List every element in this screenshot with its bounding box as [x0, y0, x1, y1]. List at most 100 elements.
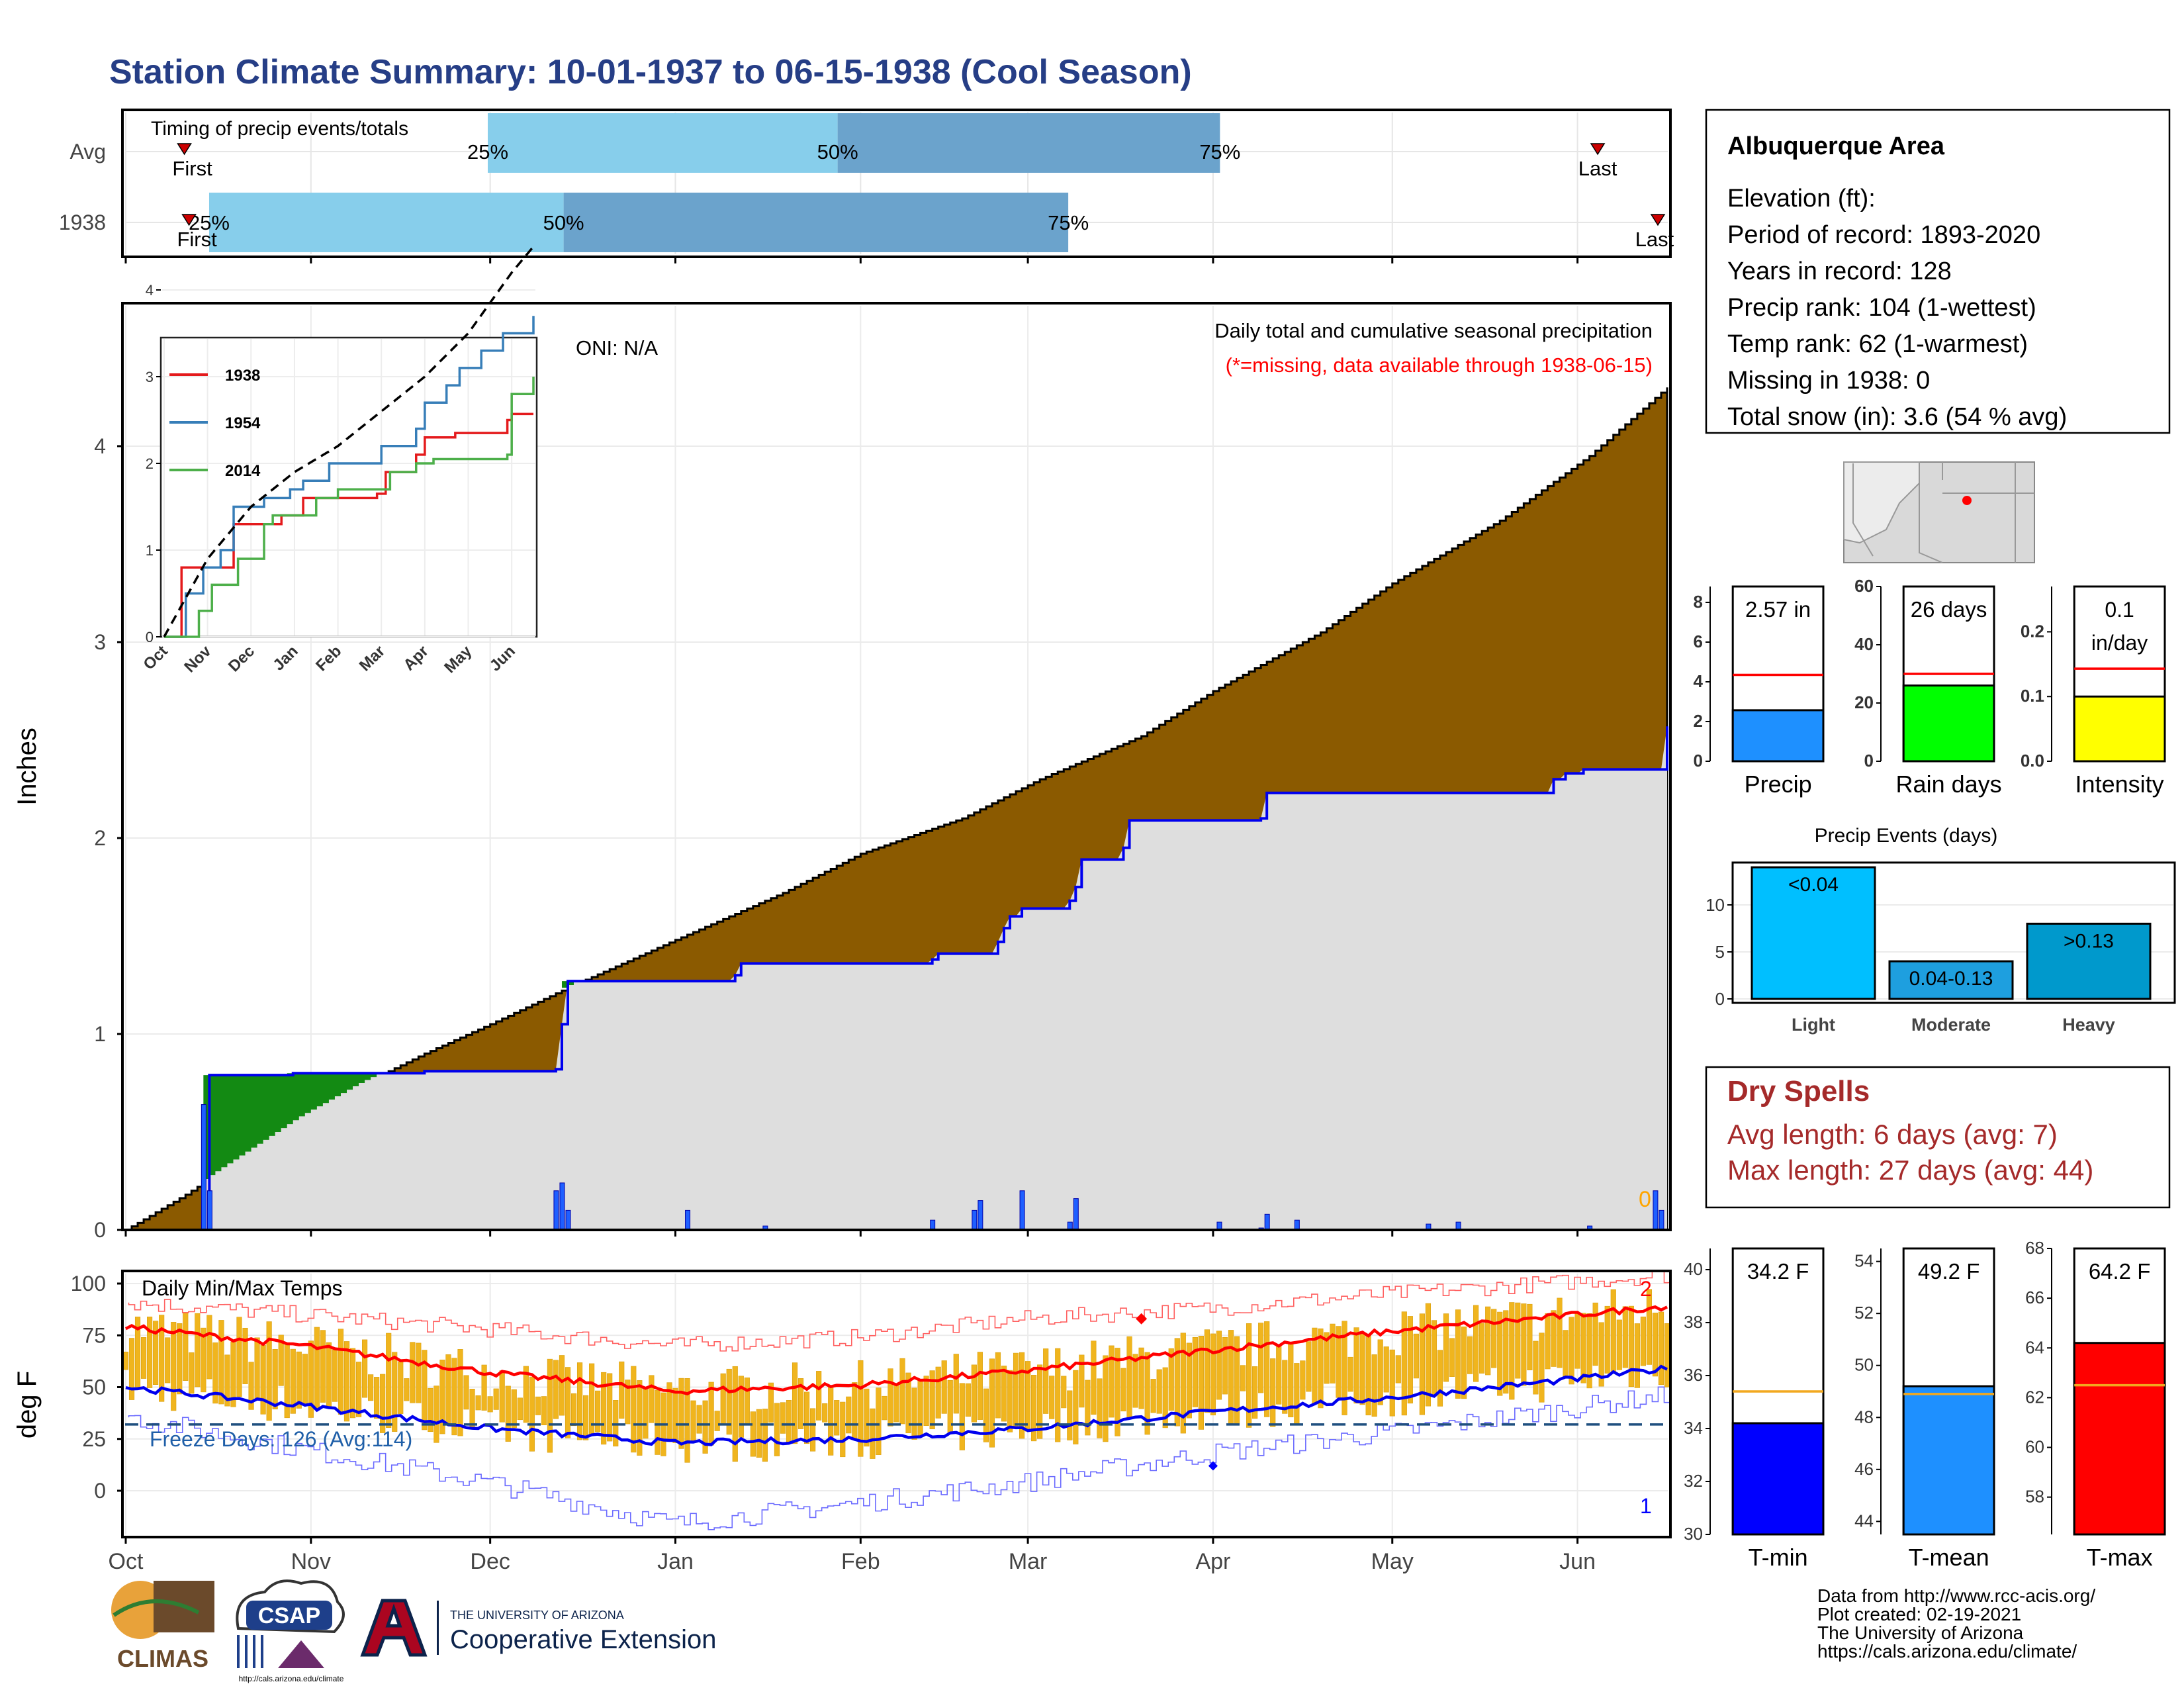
daily-temp-range-bar: [613, 1400, 619, 1447]
precip-y-tick-label: 1: [94, 1022, 106, 1046]
first-event-marker-icon: [181, 214, 197, 226]
daily-temp-range-bar: [523, 1366, 529, 1423]
events-category-label: Moderate: [1911, 1015, 1991, 1035]
csap-logo-text: CSAP: [258, 1603, 320, 1628]
mini-chart-y-tick-label: 48: [1854, 1407, 1874, 1427]
daily-temp-range-bar: [786, 1399, 792, 1443]
daily-temp-range-bar: [326, 1342, 332, 1409]
daily-temp-range-bar: [553, 1360, 559, 1419]
daily-temp-range-bar: [1563, 1330, 1569, 1378]
daily-temp-range-bar: [1276, 1344, 1282, 1405]
daily-temp-range-bar: [183, 1312, 189, 1381]
daily-temp-range-bar: [404, 1378, 410, 1401]
mini-chart-intensity: 0.0 0.1 0.2 0.1 in/day Intensity: [2021, 585, 2177, 798]
mini-chart-y-tick-label: 0.1: [2021, 686, 2044, 706]
record-low-line: [128, 1386, 1670, 1530]
daily-temp-range-bar: [439, 1360, 445, 1434]
daily-temp-range-bar: [1246, 1323, 1252, 1428]
record-high-marker-icon: [1136, 1313, 1148, 1325]
daily-temp-range-bar: [201, 1327, 206, 1393]
daily-temp-range-bar: [171, 1322, 177, 1411]
daily-temp-range-bar: [1425, 1303, 1432, 1407]
ua-block-a-icon: [360, 1599, 428, 1657]
precip-events-bars: 0 5 10 <0.04 Light 0.04-0.13 Moderate >0.13 Heav…: [1706, 866, 2173, 1035]
mini-chart-axis-label: Intensity: [2075, 771, 2164, 798]
daily-temp-range-bar: [535, 1396, 541, 1415]
daily-temp-range-bar: [732, 1366, 738, 1462]
mini-chart-y-tick-label: 40: [1854, 634, 1874, 654]
daily-temp-range-bar: [433, 1385, 439, 1443]
daily-temp-range-bar: [1353, 1327, 1359, 1404]
events-bar-light: [1751, 866, 1876, 1000]
daily-temp-range-bar: [876, 1387, 882, 1455]
mini-chart-y-tick-label: 20: [1854, 692, 1874, 712]
daily-temp-range-bar: [428, 1387, 433, 1432]
daily-temp-range-bar: [631, 1366, 637, 1453]
daily-temp-range-bar: [870, 1408, 876, 1459]
month-tick-label: Jan: [657, 1549, 694, 1574]
daily-temp-range-bar: [1503, 1310, 1509, 1394]
daily-temp-range-bar: [1419, 1313, 1425, 1415]
temp-plot-area: [122, 1270, 1670, 1530]
events-category-label: Light: [1792, 1015, 1835, 1035]
daily-temp-range-bar: [792, 1362, 798, 1444]
daily-temp-range-bar: [1085, 1380, 1091, 1436]
daily-temp-range-bar: [1318, 1328, 1324, 1409]
daily-temp-range-bar: [595, 1390, 601, 1432]
daily-temp-range-bar: [1437, 1350, 1443, 1407]
daily-temp-range-bar: [499, 1370, 505, 1423]
station-location-marker: [1962, 496, 1972, 505]
last-event-marker-icon: [1650, 214, 1666, 226]
daily-temp-range-bar: [1061, 1376, 1067, 1409]
daily-temp-range-bar: [1610, 1289, 1616, 1372]
daily-temp-range-bar: [953, 1354, 959, 1414]
daily-temp-range-bar: [302, 1354, 308, 1405]
daily-temp-range-bar: [1204, 1329, 1210, 1413]
daily-temp-range-bar: [1431, 1320, 1437, 1397]
daily-temp-range-bar: [128, 1338, 135, 1400]
oni-label: ONI: N/A: [576, 336, 658, 359]
mini-chart-value-bar: [2073, 695, 2166, 763]
mini-chart-y-tick-label: 0.2: [2021, 621, 2044, 641]
daily-temp-range-bar: [1401, 1311, 1407, 1416]
inset-y-tick-label: 4: [146, 282, 154, 299]
inset-series: [163, 246, 535, 638]
daily-temp-range-bar: [1652, 1313, 1659, 1377]
daily-temp-range-bar: [1019, 1352, 1025, 1439]
mini-chart-y-tick-label: 64: [2025, 1337, 2044, 1357]
daily-temp-range-bar: [1586, 1313, 1592, 1389]
daily-temp-range-bar: [780, 1402, 786, 1434]
daily-temp-range-bar: [134, 1317, 141, 1387]
inset-y-tick-label: 3: [146, 369, 154, 385]
precip-corner-mark: 0: [1639, 1187, 1651, 1212]
daily-temp-range-bar: [368, 1374, 374, 1401]
daily-temp-range-bar: [1162, 1367, 1168, 1429]
year-cumulative-area: [126, 726, 1667, 1230]
mini-chart-axis-label: Rain days: [1896, 771, 2002, 798]
daily-temp-range-bar: [529, 1376, 535, 1452]
daily-temp-range-bar: [1574, 1312, 1580, 1369]
daily-temp-range-bar: [1580, 1313, 1586, 1383]
daily-temp-range-bar: [1551, 1310, 1557, 1367]
daily-temp-range-bar: [1067, 1390, 1073, 1440]
daily-temp-range-bar: [1156, 1369, 1162, 1414]
above-average-area: [203, 981, 580, 1180]
daily-temp-range-bar: [1598, 1322, 1604, 1387]
daily-temp-range-bar: [1192, 1336, 1198, 1407]
month-tick-label: Nov: [291, 1549, 331, 1574]
daily-temp-range-bar: [1222, 1336, 1228, 1395]
mini-chart-axis-label: T-min: [1749, 1544, 1808, 1571]
daily-temp-range-bar: [1103, 1355, 1109, 1442]
daily-temp-range-bar: [1330, 1323, 1336, 1383]
daily-temp-range-bar: [493, 1388, 499, 1410]
timing-percent-label: 75%: [1048, 211, 1089, 234]
precip-y-axis-title: Inches: [13, 727, 42, 806]
temp-y-tick-label: 100: [71, 1272, 106, 1295]
daily-temp-range-bar: [1120, 1368, 1126, 1412]
precip-caption: Daily total and cumulative seasonal prec…: [1214, 319, 1653, 342]
daily-temp-range-bar: [457, 1349, 463, 1436]
daily-precip-bar: [201, 1104, 206, 1231]
map-border-west: [1852, 463, 1874, 557]
daily-temp-range-bar: [576, 1362, 583, 1440]
daily-temp-range-bar: [822, 1403, 828, 1423]
